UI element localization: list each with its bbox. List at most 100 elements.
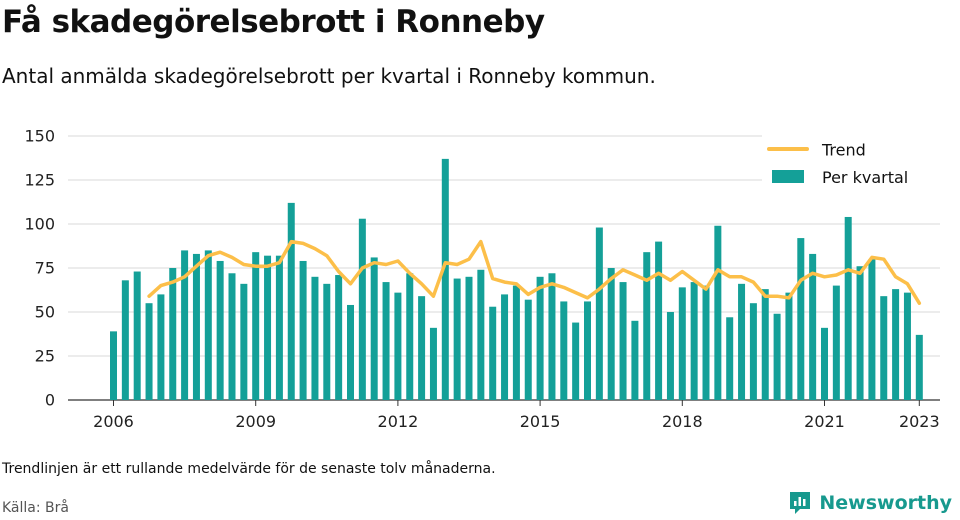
bar (512, 285, 520, 400)
bar (429, 327, 437, 400)
bar (287, 202, 295, 400)
bar (536, 276, 544, 400)
bar (382, 282, 390, 400)
bar (655, 241, 663, 400)
bar (192, 253, 200, 400)
x-tick-label: 2015 (520, 412, 561, 431)
brand-name: Newsworthy (819, 492, 952, 514)
bar (726, 317, 734, 400)
bar (678, 287, 686, 400)
x-tick-label: 2023 (899, 412, 940, 431)
x-tick-label: 2018 (662, 412, 703, 431)
legend: Trend Per kvartal (762, 132, 940, 194)
bar (252, 252, 260, 400)
y-axis-ticks: 0 25 50 75 100 125 150 (24, 127, 55, 410)
bar (809, 253, 817, 400)
bar (477, 269, 485, 400)
y-tick-label: 0 (45, 391, 55, 410)
bar (690, 282, 698, 400)
bar (880, 296, 888, 400)
bar (216, 260, 224, 400)
bar (607, 268, 615, 400)
bar (110, 331, 117, 400)
gridlines (68, 135, 940, 401)
bar (394, 292, 402, 400)
bar (169, 268, 177, 400)
bar (204, 250, 212, 400)
footnote: Trendlinjen är ett rullande medelvärde f… (2, 461, 496, 477)
bar (501, 294, 509, 400)
legend-trend-label: Trend (821, 141, 866, 160)
y-tick-label: 100 (24, 215, 55, 234)
bar-series (110, 158, 923, 400)
bar (785, 292, 793, 400)
bar (311, 276, 319, 400)
legend-background (762, 132, 940, 194)
x-tick-label: 2012 (378, 412, 419, 431)
bar (548, 273, 556, 400)
trend-line (147, 239, 922, 305)
y-tick-label: 150 (24, 127, 55, 146)
chart-title: Få skadegörelsebrott i Ronneby (2, 4, 545, 40)
bar (868, 259, 876, 400)
bar (856, 266, 864, 400)
bar (832, 285, 840, 400)
bar (749, 303, 757, 400)
bar (133, 271, 141, 400)
bar (761, 289, 769, 400)
y-tick-label: 125 (24, 171, 55, 190)
x-tick-label: 2006 (93, 412, 134, 431)
bar (121, 280, 129, 400)
bar (406, 273, 414, 400)
bar (181, 250, 189, 400)
bar (489, 306, 497, 400)
brand-logo: Newsworthy (787, 489, 952, 517)
y-tick-label: 25 (35, 347, 55, 366)
bar (738, 283, 746, 400)
bar (560, 301, 568, 400)
bar (844, 216, 852, 400)
x-tick-label: 2009 (235, 412, 276, 431)
bar (145, 303, 153, 400)
bar (572, 322, 580, 400)
x-axis-ticks: 2006 2009 2012 2015 2018 2021 2023 (93, 400, 940, 431)
bar (773, 313, 781, 400)
bar (619, 282, 627, 400)
trend-series (147, 239, 922, 305)
bar (323, 283, 331, 400)
bar (666, 312, 674, 400)
legend-bar-swatch (772, 170, 804, 183)
legend-bar-label: Per kvartal (822, 168, 908, 187)
newsworthy-icon (790, 492, 811, 514)
bar (347, 304, 354, 400)
bar (418, 296, 426, 400)
bar (228, 273, 236, 400)
bar (453, 278, 461, 400)
bar (797, 238, 805, 400)
bar (240, 283, 248, 400)
y-tick-label: 75 (35, 259, 55, 278)
y-tick-label: 50 (35, 303, 55, 322)
bar (714, 225, 722, 400)
bar (892, 289, 900, 400)
bar (643, 252, 651, 400)
bar (631, 320, 639, 400)
bar (915, 334, 923, 400)
bar (275, 255, 283, 400)
bar (441, 158, 449, 400)
source-label: Källa: Brå (2, 500, 69, 516)
bar (157, 294, 165, 400)
bar (465, 276, 473, 400)
bar (903, 292, 911, 400)
bar-line-chart: 0 25 50 75 100 125 150 2006 2009 2012 2015 2018 202… (24, 127, 940, 431)
bar (299, 260, 307, 400)
bar (821, 327, 828, 400)
bar (702, 285, 710, 400)
bar (358, 218, 366, 400)
bar (370, 257, 378, 400)
bar (584, 301, 591, 400)
bar (264, 255, 272, 400)
chart-subtitle: Antal anmälda skadegörelsebrott per kvar… (2, 64, 656, 88)
bar (595, 227, 603, 400)
bar (335, 275, 343, 400)
